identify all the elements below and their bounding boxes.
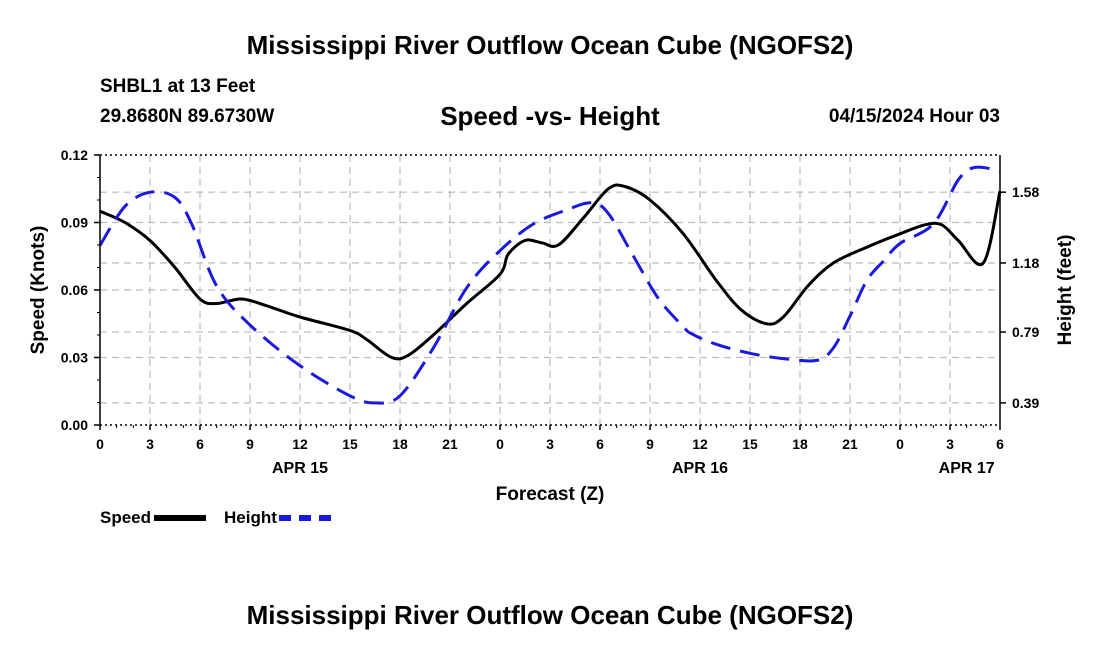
y2-tick-label: 0.79 (1012, 324, 1039, 340)
x-tick-label: 0 (496, 436, 504, 452)
y2-tick-label: 1.58 (1012, 184, 1039, 200)
page-title: Mississippi River Outflow Ocean Cube (NG… (246, 30, 854, 60)
x-tick-label: 3 (946, 436, 954, 452)
x-tick-label: 3 (146, 436, 154, 452)
series-line-speed (99, 183, 1002, 361)
y-tick-label: 0.06 (61, 282, 88, 298)
date-label: APR 15 (272, 460, 328, 477)
x-tick-label: 9 (246, 436, 254, 452)
x-tick-label: 18 (392, 436, 408, 452)
x-tick-label: 15 (742, 436, 758, 452)
station-coordinates: 29.8680N 89.6730W (100, 106, 275, 127)
x-tick-label: 21 (442, 436, 458, 452)
x-tick-label: 12 (692, 436, 708, 452)
x-axis-title: Forecast (Z) (496, 484, 605, 505)
grid (100, 155, 1000, 425)
x-tick-label: 0 (896, 436, 904, 452)
y2-axis-title: Height (feet) (1055, 235, 1076, 346)
legend: Speed Height (100, 508, 331, 528)
series-layer (98, 165, 1002, 405)
ticks (94, 154, 1006, 430)
footer-title: Mississippi River Outflow Ocean Cube (NG… (246, 600, 854, 630)
x-tick-label: 6 (596, 436, 604, 452)
x-tick-label: 9 (646, 436, 654, 452)
chart-title: Speed -vs- Height (440, 101, 660, 131)
axis-labels: 0 3 6 9 12 15 18 21 0 3 6 9 12 15 18 21 0 3 6 APR 15 APR 16 A… (28, 147, 1076, 505)
x-tick-label: 21 (842, 436, 858, 452)
x-tick-label: 3 (546, 436, 554, 452)
y2-tick-label: 1.18 (1012, 255, 1039, 271)
chart-datetime: 04/15/2024 Hour 03 (828, 106, 1000, 127)
y-tick-label: 0.00 (61, 417, 88, 433)
legend-height-label: Height (224, 508, 277, 527)
y2-tick-label: 0.39 (1012, 395, 1039, 411)
x-tick-label: 18 (792, 436, 808, 452)
y-tick-label: 0.12 (61, 147, 88, 163)
y-axis-title: Speed (Knots) (28, 226, 49, 355)
legend-speed-label: Speed (100, 508, 152, 527)
legend-height-swatch (278, 515, 331, 521)
station-name: SHBL1 at 13 Feet (100, 76, 256, 97)
y-tick-label: 0.03 (61, 350, 88, 366)
x-tick-label: 0 (96, 436, 104, 452)
series-line-height (98, 165, 1001, 405)
x-tick-label: 6 (996, 436, 1004, 452)
y-tick-label: 0.09 (61, 215, 88, 231)
legend-speed-swatch (154, 515, 207, 521)
date-label: APR 17 (939, 460, 995, 477)
date-label: APR 16 (672, 460, 728, 477)
x-tick-label: 6 (196, 436, 204, 452)
x-tick-label: 12 (292, 436, 308, 452)
x-tick-label: 15 (342, 436, 358, 452)
